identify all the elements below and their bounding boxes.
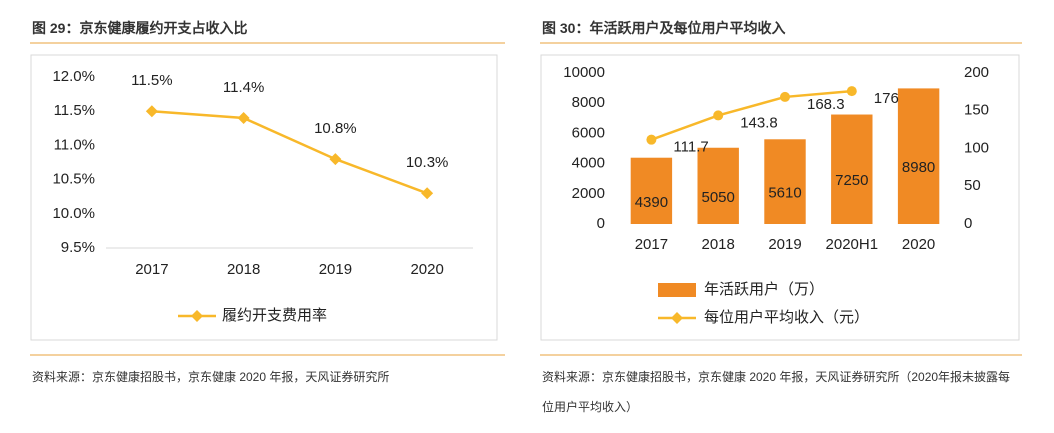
x-tick-label: 2018 [702, 236, 735, 253]
y-tick-label: 4000 [572, 155, 605, 172]
x-tick-label: 2020 [410, 261, 443, 278]
y2-tick-label: 0 [964, 215, 972, 232]
y-tick-label: 0 [597, 215, 605, 232]
bar [630, 157, 673, 224]
point-marker [145, 105, 158, 118]
data-label: 8980 [902, 159, 935, 176]
x-tick-label: 2020 [902, 236, 935, 253]
legend-swatch [671, 312, 683, 324]
data-label: 10.8% [314, 120, 357, 137]
legend-label: 年活跃用户（万） [704, 281, 824, 298]
y-tick-label: 12.0% [52, 68, 95, 85]
data-label: 10.3% [406, 154, 449, 171]
data-label: 168.3 [807, 96, 845, 113]
point-marker [780, 91, 790, 102]
chart-frame [30, 54, 498, 341]
y-tick-label: 11.5% [54, 102, 95, 119]
series-line [151, 109, 428, 195]
y-tick-label: 10.5% [52, 171, 95, 188]
y-tick-label: 10.0% [52, 205, 95, 222]
chart-title: 图 29：京东健康履约开支占收入比 [32, 20, 248, 36]
x-tick-label: 2018 [227, 261, 260, 278]
chart-title: 图 30：年活跃用户及每位用户平均收入 [542, 20, 786, 36]
point-marker [329, 153, 342, 166]
point-marker [846, 86, 857, 97]
data-label: 11.4% [223, 79, 264, 96]
source-note: 资料来源：京东健康招股书，京东健康 2020 年报，天风证券研究所 [32, 370, 390, 384]
data-label: 5050 [702, 189, 735, 206]
point-marker [646, 134, 657, 145]
x-tick-label: 2017 [635, 236, 668, 253]
chart-frame [540, 54, 1020, 341]
point-marker [421, 187, 434, 200]
y-tick-label: 9.5% [61, 239, 95, 256]
y-tick-label: 11.0% [54, 136, 95, 153]
bar [764, 139, 806, 224]
y2-tick-label: 50 [964, 177, 981, 194]
y2-tick-label: 100 [964, 139, 989, 156]
legend-label: 履约开支费用率 [222, 307, 327, 324]
data-label: 11.5% [131, 72, 172, 89]
point-marker [237, 112, 250, 125]
y2-tick-label: 200 [964, 64, 989, 81]
legend-swatch [658, 283, 696, 297]
data-label: 176 [874, 90, 899, 107]
data-label: 143.8 [740, 114, 778, 131]
point-marker [713, 110, 724, 121]
x-tick-label: 2020H1 [826, 236, 879, 253]
x-tick-label: 2017 [135, 261, 168, 278]
legend-swatch [191, 310, 203, 322]
bar [697, 147, 739, 224]
y-tick-label: 2000 [572, 185, 605, 202]
bar [897, 88, 940, 224]
x-tick-label: 2019 [768, 236, 801, 253]
source-note: 资料来源：京东健康招股书，京东健康 2020 年报，天风证券研究所（2020年报… [542, 370, 1011, 414]
y-tick-label: 6000 [572, 124, 605, 141]
y2-tick-label: 150 [964, 102, 989, 119]
x-tick-label: 2019 [319, 261, 352, 278]
data-label: 7250 [835, 172, 868, 189]
legend-label: 每位用户平均收入（元） [704, 309, 869, 326]
data-label: 5610 [768, 185, 801, 202]
y-tick-label: 8000 [572, 94, 605, 111]
bar [831, 114, 873, 224]
data-label: 4390 [635, 194, 668, 211]
series-line [650, 89, 852, 141]
data-label: 111.7 [673, 139, 708, 156]
y-tick-label: 10000 [563, 64, 605, 81]
